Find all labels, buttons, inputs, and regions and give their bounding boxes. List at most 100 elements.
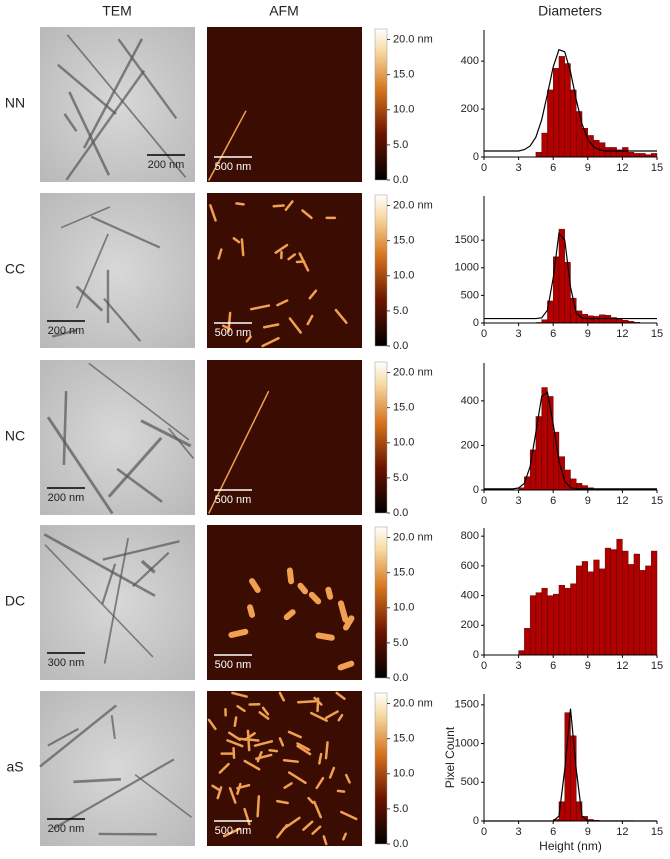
row-label: CC (5, 261, 25, 277)
tem-image (40, 193, 195, 348)
x-axis-label: Height (nm) (539, 839, 602, 853)
fibril (261, 706, 270, 716)
bar (610, 549, 617, 656)
bar (547, 89, 554, 158)
x-tick-label: 9 (585, 660, 591, 672)
colorbar (374, 692, 388, 845)
y-tick-label: 500 (461, 289, 479, 301)
bar (639, 570, 646, 656)
y-tick-label: 800 (461, 530, 479, 542)
bar (529, 449, 537, 491)
fibril (262, 323, 280, 329)
fibril (287, 771, 307, 785)
fibril (337, 660, 355, 671)
fibril (272, 204, 285, 208)
fibril (107, 436, 163, 498)
bar (616, 538, 623, 656)
x-tick-label: 12 (616, 660, 628, 672)
x-tick-label: 15 (651, 826, 663, 838)
fibril (288, 317, 302, 334)
fibril (274, 243, 289, 254)
fibril (90, 215, 161, 249)
bar (547, 595, 554, 656)
colorbar-label: 5.0 (393, 472, 408, 484)
fibril (318, 752, 323, 765)
bar (593, 559, 600, 656)
x-tick-label: 12 (616, 162, 628, 174)
bar (564, 63, 571, 158)
colorbar-label: 15.0 (393, 69, 414, 81)
fibril (75, 233, 109, 309)
fibril (46, 416, 114, 515)
colorbar (374, 526, 388, 679)
fibril (208, 390, 270, 514)
y-tick-label: 500 (461, 776, 479, 788)
x-tick-label: 0 (481, 826, 487, 838)
fibril (62, 390, 68, 465)
colorbar-label: 15.0 (393, 402, 414, 414)
fibril (336, 789, 346, 793)
fibril (73, 777, 121, 784)
fibril (103, 538, 130, 664)
fibril (337, 713, 344, 722)
fibril (218, 762, 230, 774)
fibril (208, 110, 247, 181)
y-tick-label: 1000 (455, 737, 479, 749)
x-tick-label: 6 (550, 328, 556, 340)
fibril (284, 200, 294, 211)
scale-label: 500 nm (215, 161, 252, 173)
bar (616, 318, 623, 324)
fibril (52, 328, 78, 338)
x-tick-label: 6 (550, 162, 556, 174)
colorbar-label: 20.0 nm (393, 531, 433, 543)
fibril (334, 308, 348, 325)
fibril (337, 600, 349, 623)
fibril (324, 741, 329, 760)
x-tick-label: 3 (516, 162, 522, 174)
bar (541, 132, 548, 158)
fibril (103, 297, 142, 342)
fibril (276, 799, 289, 805)
column-title: TEM (102, 3, 132, 19)
fibril (216, 786, 223, 800)
colorbar-label: 10.0 (393, 768, 414, 780)
colorbar-label: 10.0 (393, 602, 414, 614)
afm-image (207, 525, 362, 680)
bar (633, 553, 640, 656)
row-label: NC (5, 428, 25, 444)
fibril (102, 540, 180, 561)
colorbar-label: 20.0 nm (393, 697, 433, 709)
bar (651, 153, 658, 158)
fibril (39, 704, 117, 768)
bar (570, 583, 577, 656)
fibril (324, 710, 339, 720)
x-tick-label: 3 (516, 328, 522, 340)
fibril (296, 744, 312, 756)
bar (622, 147, 629, 158)
bar (651, 550, 658, 656)
fibril (60, 206, 111, 229)
row-label: NN (5, 95, 25, 111)
bar (593, 316, 600, 324)
fibril (342, 832, 348, 841)
x-tick-label: 9 (585, 826, 591, 838)
colorbar-label: 10.0 (393, 270, 414, 282)
column-title: Diameters (538, 3, 602, 19)
scale-label: 300 nm (48, 657, 85, 669)
fibril (43, 533, 156, 597)
bar (604, 547, 612, 656)
fibril (110, 715, 116, 740)
colorbar-label: 20.0 nm (393, 366, 433, 378)
fibril (302, 820, 314, 831)
colorbar (374, 28, 388, 181)
fibril (134, 774, 192, 818)
row-label: DC (5, 593, 25, 609)
fibril (236, 704, 246, 713)
fibril (286, 567, 295, 585)
x-tick-label: 12 (616, 328, 628, 340)
bar (558, 228, 565, 324)
fibril (278, 737, 285, 747)
bar (541, 587, 548, 656)
fibril (335, 691, 346, 701)
y-tick-label: 400 (461, 395, 479, 407)
